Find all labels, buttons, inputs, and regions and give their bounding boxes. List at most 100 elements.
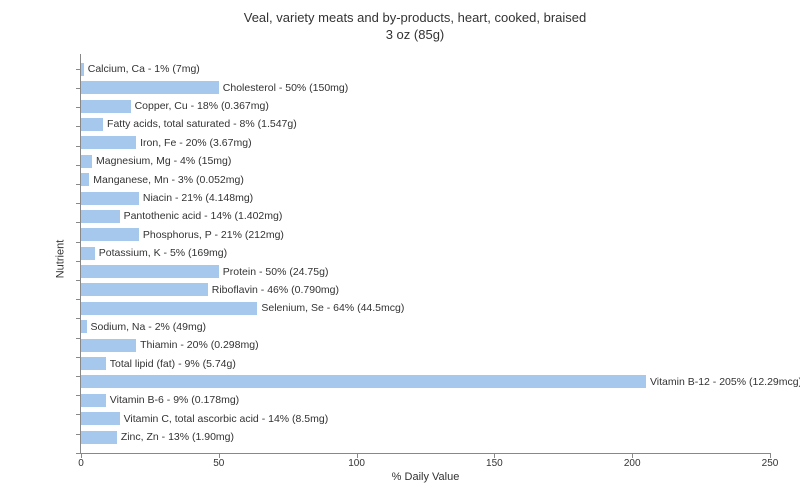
bar-label: Cholesterol - 50% (150mg): [223, 82, 348, 94]
bar-row: Fatty acids, total saturated - 8% (1.547…: [81, 117, 770, 132]
bar-label: Fatty acids, total saturated - 8% (1.547…: [107, 118, 297, 130]
bar-label: Copper, Cu - 18% (0.367mg): [135, 100, 269, 112]
bar: [81, 412, 120, 425]
y-tick-mark: [76, 69, 81, 70]
bar-row: Calcium, Ca - 1% (7mg): [81, 62, 770, 77]
y-tick-mark: [76, 261, 81, 262]
bar-row: Iron, Fe - 20% (3.67mg): [81, 135, 770, 150]
bar-row: Manganese, Mn - 3% (0.052mg): [81, 172, 770, 187]
bar-label: Selenium, Se - 64% (44.5mcg): [261, 302, 404, 314]
bar-row: Pantothenic acid - 14% (1.402mg): [81, 209, 770, 224]
y-tick-mark: [76, 434, 81, 435]
x-tick-mark: [494, 453, 495, 458]
title-line-1: Veal, variety meats and by-products, hea…: [244, 10, 587, 25]
x-tick-mark: [81, 453, 82, 458]
y-tick-mark: [76, 107, 81, 108]
bar-row: Selenium, Se - 64% (44.5mcg): [81, 301, 770, 316]
bar-label: Vitamin B-12 - 205% (12.29mcg): [650, 376, 800, 388]
bar: [81, 228, 139, 241]
x-tick-label: 150: [486, 458, 503, 469]
bar-row: Cholesterol - 50% (150mg): [81, 80, 770, 95]
y-tick-mark: [76, 203, 81, 204]
bar: [81, 265, 219, 278]
bar-row: Vitamin C, total ascorbic acid - 14% (8.…: [81, 411, 770, 426]
bar: [81, 320, 87, 333]
y-tick-mark: [76, 453, 81, 454]
bar-row: Copper, Cu - 18% (0.367mg): [81, 99, 770, 114]
bar-label: Total lipid (fat) - 9% (5.74g): [110, 358, 236, 370]
bar-label: Riboflavin - 46% (0.790mg): [212, 284, 339, 296]
y-axis-label: Nutrient: [54, 240, 66, 279]
bar-row: Phosphorus, P - 21% (212mg): [81, 227, 770, 242]
bar: [81, 357, 106, 370]
title-line-2: 3 oz (85g): [386, 27, 445, 42]
bar: [81, 81, 219, 94]
y-tick-mark: [76, 376, 81, 377]
plot-area: Nutrient % Daily Value Calcium, Ca - 1% …: [80, 54, 770, 454]
bar-label: Manganese, Mn - 3% (0.052mg): [93, 174, 244, 186]
y-tick-mark: [76, 280, 81, 281]
bar: [81, 247, 95, 260]
x-tick-label: 50: [213, 458, 224, 469]
bar: [81, 155, 92, 168]
x-tick-label: 200: [624, 458, 641, 469]
bar-label: Thiamin - 20% (0.298mg): [140, 339, 258, 351]
bar-label: Niacin - 21% (4.148mg): [143, 192, 253, 204]
y-tick-mark: [76, 338, 81, 339]
bar-label: Vitamin C, total ascorbic acid - 14% (8.…: [124, 413, 329, 425]
bars-container: Calcium, Ca - 1% (7mg) Cholesterol - 50% …: [81, 62, 770, 445]
bar: [81, 173, 89, 186]
y-tick-mark: [76, 165, 81, 166]
bar-label: Vitamin B-6 - 9% (0.178mg): [110, 394, 239, 406]
bar: [81, 210, 120, 223]
bar-row: Magnesium, Mg - 4% (15mg): [81, 154, 770, 169]
bar-row: Thiamin - 20% (0.298mg): [81, 338, 770, 353]
x-tick-mark: [770, 453, 771, 458]
bar-row: Riboflavin - 46% (0.790mg): [81, 282, 770, 297]
y-tick-mark: [76, 414, 81, 415]
bar-row: Vitamin B-6 - 9% (0.178mg): [81, 393, 770, 408]
bar: [81, 63, 84, 76]
bar: [81, 339, 136, 352]
bar-row: Protein - 50% (24.75g): [81, 264, 770, 279]
x-axis-label: % Daily Value: [392, 471, 460, 483]
y-tick-mark: [76, 184, 81, 185]
x-tick-mark: [219, 453, 220, 458]
y-tick-mark: [76, 222, 81, 223]
bar: [81, 431, 117, 444]
bar-label: Zinc, Zn - 13% (1.90mg): [121, 431, 234, 443]
x-tick-label: 0: [78, 458, 84, 469]
y-tick-mark: [76, 126, 81, 127]
bar: [81, 394, 106, 407]
bar: [81, 192, 139, 205]
bar-label: Phosphorus, P - 21% (212mg): [143, 229, 284, 241]
y-tick-mark: [76, 357, 81, 358]
bar: [81, 118, 103, 131]
y-tick-mark: [76, 395, 81, 396]
bar: [81, 100, 131, 113]
nutrient-chart: Veal, variety meats and by-products, hea…: [0, 0, 800, 500]
x-tick-label: 250: [762, 458, 779, 469]
x-tick-label: 100: [348, 458, 365, 469]
bar-label: Calcium, Ca - 1% (7mg): [88, 63, 200, 75]
bar-label: Pantothenic acid - 14% (1.402mg): [124, 210, 283, 222]
chart-title: Veal, variety meats and by-products, hea…: [60, 10, 770, 44]
x-tick-mark: [357, 453, 358, 458]
bar-label: Iron, Fe - 20% (3.67mg): [140, 137, 251, 149]
bar-row: Sodium, Na - 2% (49mg): [81, 319, 770, 334]
x-tick-mark: [632, 453, 633, 458]
bar-row: Niacin - 21% (4.148mg): [81, 191, 770, 206]
bar: [81, 302, 257, 315]
bar: [81, 136, 136, 149]
y-tick-mark: [76, 88, 81, 89]
bar: [81, 283, 208, 296]
bar-label: Protein - 50% (24.75g): [223, 266, 329, 278]
bar-row: Vitamin B-12 - 205% (12.29mcg): [81, 374, 770, 389]
bar-label: Potassium, K - 5% (169mg): [99, 247, 227, 259]
bar-row: Zinc, Zn - 13% (1.90mg): [81, 430, 770, 445]
bar: [81, 375, 646, 388]
bar-label: Sodium, Na - 2% (49mg): [91, 321, 207, 333]
y-tick-mark: [76, 299, 81, 300]
y-tick-mark: [76, 242, 81, 243]
bar-row: Total lipid (fat) - 9% (5.74g): [81, 356, 770, 371]
